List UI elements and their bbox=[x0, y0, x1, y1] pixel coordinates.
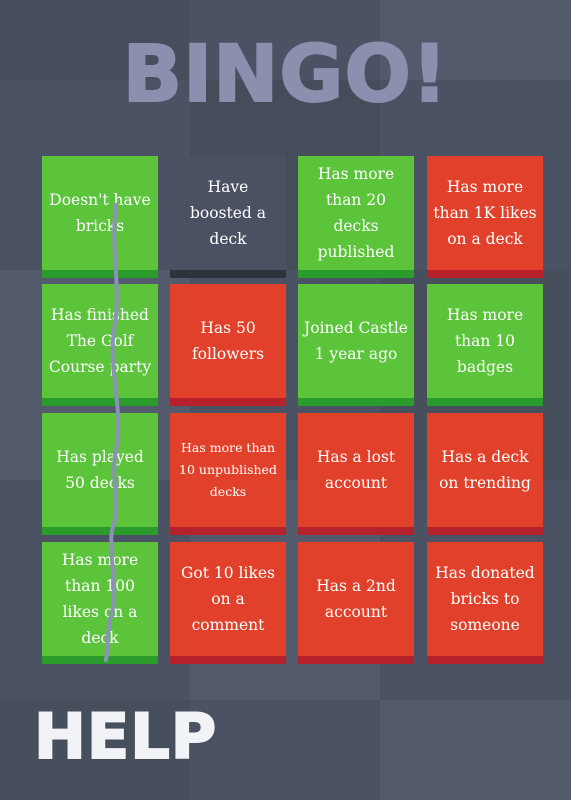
bingo-cell[interactable]: Have boosted a deck bbox=[170, 156, 286, 278]
bingo-cell[interactable]: Has more than 100 likes on a deck bbox=[42, 542, 158, 664]
help-button[interactable]: HELP bbox=[33, 699, 218, 774]
bingo-cell[interactable]: Has more than 20 decks published bbox=[298, 156, 414, 278]
bingo-cell[interactable]: Has a 2nd account bbox=[298, 542, 414, 664]
bingo-cell[interactable]: Has finished The Golf Course party bbox=[42, 284, 158, 406]
bingo-cell[interactable]: Has a deck on trending bbox=[427, 413, 543, 535]
bingo-cell[interactable]: Doesn't have bricks bbox=[42, 156, 158, 278]
bingo-cell[interactable]: Has more than 10 unpublished decks bbox=[170, 413, 286, 535]
bingo-cell[interactable]: Has more than 10 badges bbox=[427, 284, 543, 406]
bingo-cell[interactable]: Has a lost account bbox=[298, 413, 414, 535]
bingo-cell[interactable]: Has 50 followers bbox=[170, 284, 286, 406]
bingo-cell[interactable]: Got 10 likes on a comment bbox=[170, 542, 286, 664]
title: BINGO! bbox=[122, 29, 449, 121]
bingo-cell[interactable]: Has more than 1K likes on a deck bbox=[427, 156, 543, 278]
bingo-cell[interactable]: Has played 50 decks bbox=[42, 413, 158, 535]
bingo-cell[interactable]: Joined Castle 1 year ago bbox=[298, 284, 414, 406]
bingo-cell[interactable]: Has donated bricks to someone bbox=[427, 542, 543, 664]
